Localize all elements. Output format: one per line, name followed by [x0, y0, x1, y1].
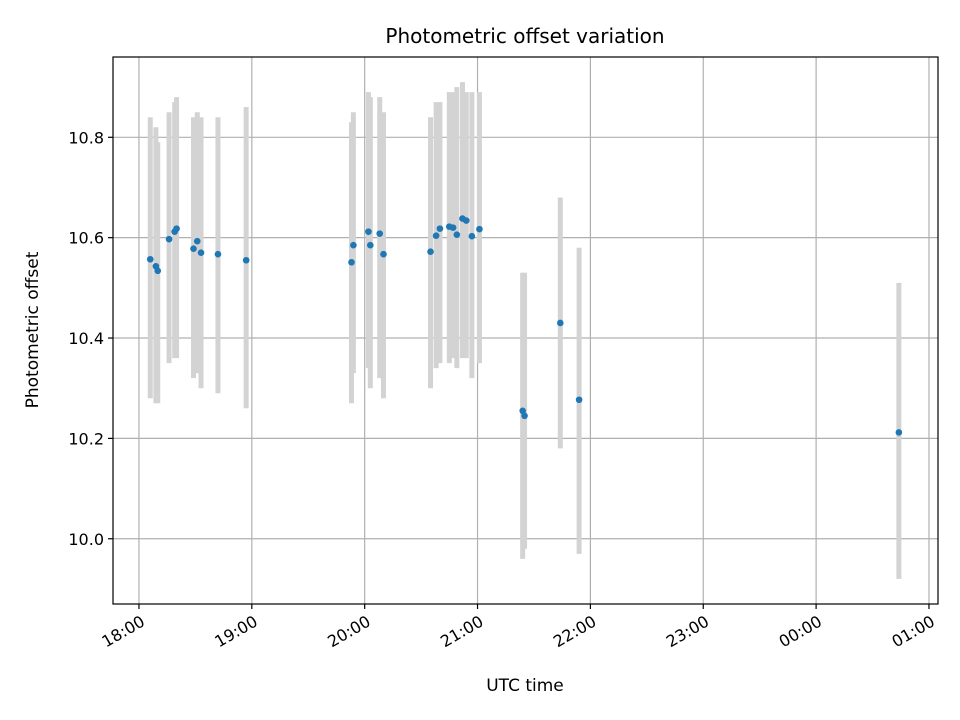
data-point [154, 267, 162, 275]
data-point [432, 232, 440, 239]
data-point [365, 228, 372, 235]
data-point [453, 231, 461, 238]
data-point [190, 245, 197, 253]
data-point [376, 230, 384, 237]
data-point [449, 224, 457, 231]
data-point [556, 319, 564, 327]
y-tick-label: 10.0 [68, 530, 104, 549]
data-point [214, 250, 222, 258]
data-point [468, 232, 476, 240]
data-point [348, 258, 355, 266]
y-axis-ticks: 10.0 10.2 10.4 10.6 10.8 [68, 128, 113, 549]
y-tick-label: 10.8 [68, 128, 104, 147]
data-point [427, 248, 434, 256]
data-point [575, 396, 583, 404]
data-point [242, 256, 250, 264]
plot-frame [112, 56, 939, 605]
data-points [146, 215, 903, 436]
data-point [146, 255, 154, 263]
data-point [436, 225, 444, 232]
data-point [519, 407, 526, 415]
data-point [462, 217, 470, 224]
y-tick-label: 10.6 [68, 229, 104, 248]
data-point [173, 225, 180, 232]
x-axis-title: UTC time [486, 676, 564, 696]
data-point [165, 235, 173, 243]
data-point [197, 249, 205, 257]
data-point [895, 429, 903, 436]
y-tick-label: 10.4 [68, 329, 104, 348]
data-point [193, 237, 201, 245]
data-point [476, 225, 483, 233]
y-axis-title: Photometric offset [23, 251, 43, 408]
y-tick-label: 10.2 [68, 429, 104, 448]
data-point [367, 241, 374, 249]
data-point [380, 250, 387, 258]
data-point [350, 241, 357, 249]
chart-title: Photometric offset variation [385, 24, 664, 48]
data-point [521, 412, 528, 420]
